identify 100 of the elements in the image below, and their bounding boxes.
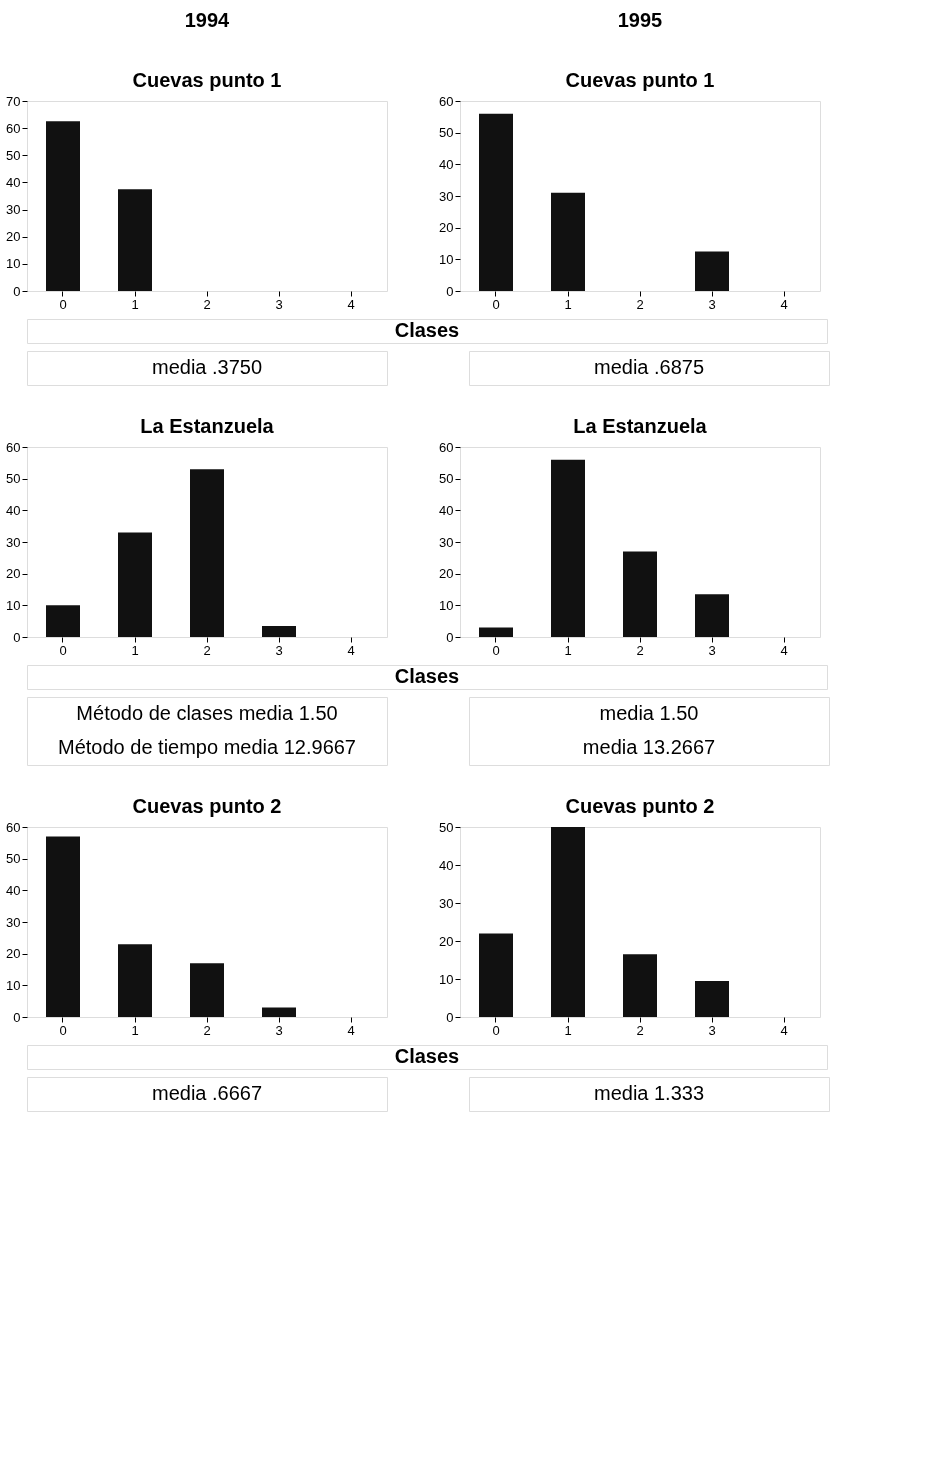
y-tick-label: 20 [439, 566, 454, 582]
x-tick-label: 0 [492, 1022, 500, 1038]
y-tick-label: 60 [6, 819, 21, 835]
x-tick-label: 2 [203, 1022, 211, 1038]
bar [118, 532, 152, 637]
bar [262, 1007, 296, 1017]
y-tick-label: 30 [439, 895, 454, 911]
x-tick-label: 4 [347, 1022, 355, 1038]
y-tick-label: 50 [6, 471, 21, 487]
x-tick-label: 1 [131, 296, 139, 312]
y-tick-label: 30 [6, 202, 21, 218]
x-tick-label: 2 [636, 296, 644, 312]
chart-title: La Estanzuela [140, 415, 275, 437]
y-tick-label: 30 [6, 914, 21, 930]
x-axis-title: Clases [394, 319, 460, 341]
y-tick-label: 40 [439, 502, 454, 518]
y-tick-label: 40 [439, 857, 454, 873]
x-tick-label: 0 [492, 642, 500, 658]
chart-title: Cuevas punto 2 [565, 795, 715, 817]
y-tick-label: 0 [13, 1009, 21, 1025]
y-tick-label: 10 [6, 597, 21, 613]
bar [623, 551, 657, 637]
x-tick-label: 2 [203, 642, 211, 658]
x-tick-label: 3 [275, 296, 283, 312]
y-tick-label: 30 [439, 188, 454, 204]
y-tick-label: 0 [446, 629, 454, 645]
x-tick-label: 3 [708, 642, 716, 658]
x-tick-label: 1 [131, 1022, 139, 1038]
bar [695, 251, 729, 291]
x-axis-title: Clases [394, 1045, 460, 1067]
chart-title: Cuevas punto 2 [132, 795, 282, 817]
bar [695, 980, 729, 1017]
x-tick-label: 4 [347, 642, 355, 658]
x-tick-label: 4 [347, 296, 355, 312]
x-tick-label: 0 [59, 296, 67, 312]
chart-title: 1995 [617, 9, 663, 31]
y-tick-label: 0 [446, 1009, 454, 1025]
bar [551, 459, 585, 637]
chart-title: La Estanzuela [573, 415, 708, 437]
x-tick-label: 0 [492, 296, 500, 312]
chart-subtitle: Cuevas punto 1 [132, 69, 282, 91]
bar [118, 944, 152, 1017]
x-tick-label: 4 [780, 1022, 788, 1038]
text: Método de tiempo media 12.9667 [58, 736, 356, 758]
x-tick-label: 4 [780, 296, 788, 312]
x-tick-label: 1 [564, 1022, 572, 1038]
bar [551, 827, 585, 1017]
x-tick-label: 2 [203, 296, 211, 312]
y-tick-label: 30 [6, 534, 21, 550]
text: media 13.2667 [582, 736, 716, 758]
y-tick-label: 10 [439, 971, 454, 987]
bar [479, 933, 513, 1017]
y-tick-label: 0 [13, 629, 21, 645]
y-tick-label: 50 [439, 819, 454, 835]
y-tick-label: 20 [6, 566, 21, 582]
x-tick-label: 3 [275, 642, 283, 658]
x-tick-label: 2 [636, 642, 644, 658]
y-tick-label: 60 [439, 439, 454, 455]
bar [262, 625, 296, 637]
bar [479, 113, 513, 291]
x-tick-label: 3 [708, 296, 716, 312]
x-tick-label: 2 [636, 1022, 644, 1038]
bar [190, 963, 224, 1017]
text: media .6667 [151, 1082, 263, 1104]
bar [46, 605, 80, 637]
y-tick-label: 40 [6, 174, 21, 190]
y-tick-label: 70 [6, 93, 21, 109]
y-tick-label: 50 [439, 125, 454, 141]
y-tick-label: 20 [439, 220, 454, 236]
x-tick-label: 1 [564, 296, 572, 312]
y-tick-label: 50 [439, 471, 454, 487]
text: Método de clases media 1.50 [76, 702, 338, 724]
bar [479, 627, 513, 637]
y-tick-label: 20 [6, 229, 21, 245]
y-tick-label: 40 [439, 156, 454, 172]
y-tick-label: 50 [6, 147, 21, 163]
y-tick-label: 0 [446, 283, 454, 299]
y-tick-label: 50 [6, 851, 21, 867]
x-tick-label: 1 [131, 642, 139, 658]
y-tick-label: 10 [6, 256, 21, 272]
bar [46, 836, 80, 1017]
y-tick-label: 10 [6, 977, 21, 993]
text: media 1.50 [599, 702, 699, 724]
bar [551, 192, 585, 291]
y-tick-label: 40 [6, 502, 21, 518]
y-tick-label: 60 [6, 439, 21, 455]
bar [623, 954, 657, 1017]
y-tick-label: 20 [439, 933, 454, 949]
y-tick-label: 30 [439, 534, 454, 550]
x-tick-label: 3 [275, 1022, 283, 1038]
y-tick-label: 60 [6, 120, 21, 136]
y-tick-label: 40 [6, 882, 21, 898]
x-tick-label: 4 [780, 642, 788, 658]
text: media .6875 [593, 356, 705, 378]
x-tick-label: 0 [59, 1022, 67, 1038]
y-tick-label: 20 [6, 946, 21, 962]
y-tick-label: 10 [439, 251, 454, 267]
chart-title: 1994 [184, 9, 231, 31]
bar [695, 594, 729, 637]
y-tick-label: 0 [13, 283, 21, 299]
